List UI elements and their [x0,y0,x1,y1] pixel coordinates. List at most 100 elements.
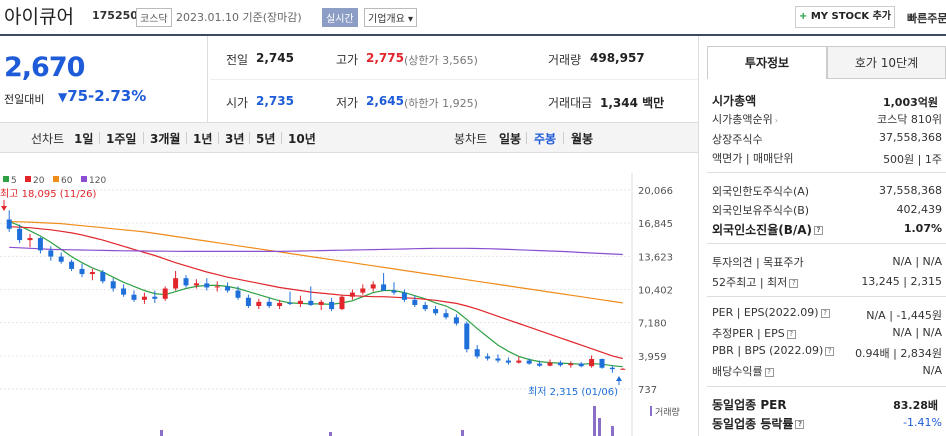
volume-bars: 거래량 [160,406,680,436]
section-divider [707,172,946,173]
foreign-ratio-label: 외국인소진율(B/A)? [712,221,824,238]
face-value-label: 액면가 | 매매단위 [712,152,794,165]
volume-label: 거래량 [548,53,582,67]
candle-body [339,296,345,310]
market-cap-label: 시가총액 [712,94,757,108]
volume-bar [611,426,614,436]
tab-10y[interactable]: 10년 [288,132,316,146]
realtime-button[interactable]: 실시간 [322,8,358,27]
est-per-label: 추정PER | EPS? [712,325,796,341]
tab-daily[interactable]: 일봉 [499,132,522,146]
opinion-label: 투자의견 | 목표주가 [712,256,804,269]
company-info-dropdown[interactable]: 기업개요 ▾ [364,8,417,27]
candle-body [578,363,584,367]
candle-body [381,284,387,291]
add-my-stock-label: MY STOCK 추가 [810,11,892,22]
candle-body [349,292,355,297]
tab-separator [186,132,187,144]
candle-body [89,272,95,275]
candle-body [266,301,272,306]
help-icon[interactable]: ? [789,278,799,288]
help-icon[interactable]: ? [820,308,830,318]
open-value: 2,735 [256,94,294,108]
help-icon[interactable]: ? [795,420,805,429]
candle-body [474,349,480,357]
cap-rank-label: 시가총액순위 › [712,111,778,127]
tab-3m[interactable]: 3개월 [150,132,181,146]
low-value: 2,645 [366,94,404,108]
help-icon[interactable]: ? [786,329,796,339]
candle-body [225,286,231,291]
legend-swatch [53,176,59,182]
tab-separator [281,132,282,144]
candle-body [79,268,85,275]
industry-rate-text: 동일업종 등락률 [712,417,794,431]
prev-close-label: 전일 [226,53,249,67]
tab-separator [249,132,250,144]
candle-body [422,304,428,310]
right-panel-divider [698,36,699,436]
candle-body [277,302,283,306]
base-date: 2023.01.10 기준(장마감) [176,11,302,24]
candle-body [204,283,210,288]
tab-1y[interactable]: 1년 [193,132,213,146]
week52-label: 52주최고 | 최저? [712,274,799,290]
foreign-limit-label: 외국인한도주식수(A) [712,185,810,198]
legend-label: 120 [89,176,106,186]
tab-weekly[interactable]: 주봉 [534,132,557,146]
low-annotation: 최저 2,315 (01/06) [528,386,618,398]
candle-body [537,363,543,366]
quick-order-link[interactable]: 빠른주문 [907,12,946,25]
volume-bar [160,430,163,436]
candle-body [37,238,43,251]
low-arrow-head [616,376,622,381]
tab-3y[interactable]: 3년 [225,132,245,146]
tab-monthly[interactable]: 월봉 [571,132,594,146]
change-label: 전일대비 [4,93,45,106]
legend-swatch [81,176,87,182]
down-arrow-icon: ▼ [58,90,68,104]
help-icon[interactable]: ? [825,346,835,356]
tab-investment-info[interactable]: 투자정보 [707,46,827,79]
tab-1d[interactable]: 1일 [74,132,94,146]
chart-tab-bar [0,122,698,153]
tab-1w[interactable]: 1주일 [106,132,137,146]
legend-label: 20 [33,176,45,186]
y-tick-label: 10,402 [638,285,673,296]
tab-order-book[interactable]: 호가 10단계 [827,46,946,79]
candle-body [495,358,501,361]
ma5-line [8,221,623,368]
candle-body [412,299,418,305]
help-icon[interactable]: ? [764,367,774,377]
tab-5y[interactable]: 5년 [256,132,276,146]
tab-separator [563,132,564,144]
section-divider [707,243,946,244]
add-my-stock-button[interactable]: + MY STOCK 추가 [795,6,895,28]
candle-chart-label: 봉차트 [454,132,488,146]
candle-body [214,286,220,288]
change-amount-value: 75 [67,87,89,105]
volume-label: 거래량 [655,406,680,418]
opinion-value: N/A | N/A [892,255,942,268]
candle-body [433,309,439,314]
volume-bar [598,418,601,436]
legend-label: 60 [61,176,73,186]
candle-body [568,363,574,366]
candle-body [58,256,64,262]
help-icon[interactable]: ? [814,226,824,235]
shares-label: 상장주식수 [712,133,763,146]
candle-body [329,301,335,310]
foreign-ratio-value: 1.07% [903,222,942,235]
cap-rank-text: 시가총액순위 [712,113,773,126]
ma120-line [9,246,623,256]
y-axis: 20,066 16,845 13,623 10,402 7,180 3,959 737 [638,186,673,396]
candle-body [131,294,137,300]
candle-body [287,302,293,304]
stock-code: 175250 [92,9,138,22]
annotations: 최고 18,095 (11/26) 최저 2,315 (01/06) [0,188,622,398]
stock-chart[interactable]: 20,066 16,845 13,623 10,402 7,180 3,959 737 5 2… [0,153,698,436]
candle-body [17,228,23,241]
stock-name: 아이큐어 [4,6,74,28]
section-divider [707,386,946,387]
upper-limit: (상한가 3,565) [404,54,478,67]
